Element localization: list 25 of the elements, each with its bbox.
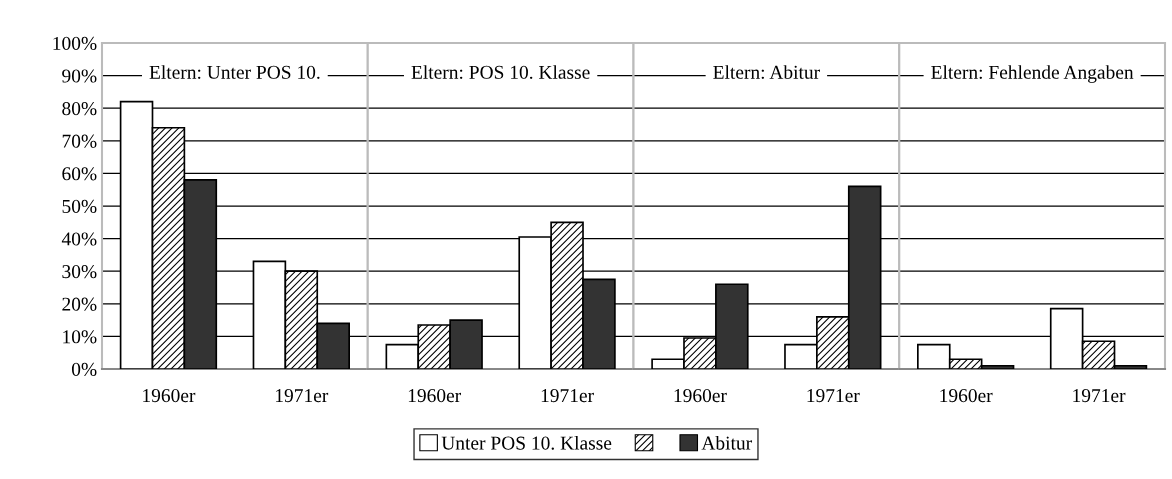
text: Eltern: POS 10. Klasse — [411, 65, 590, 79]
text: Eltern: Abitur — [713, 65, 820, 79]
x-tick-label: 1960er — [143, 389, 196, 403]
x-tick-label: 1960er — [674, 389, 727, 403]
y-tick-label: 0% — [71, 362, 97, 376]
legend-label: Abitur — [701, 435, 752, 450]
x-tick-label: 1960er — [940, 389, 993, 403]
y-tick-label: 100% — [53, 36, 97, 50]
y-tick-label: 80% — [62, 102, 97, 116]
x-tick-label: 1960er — [408, 389, 462, 403]
x-tick-label: 1971er — [807, 389, 860, 403]
y-tick-label: 30% — [62, 265, 97, 279]
y-tick-label: 50% — [62, 199, 97, 213]
y-tick-label: 60% — [62, 167, 97, 181]
legend-label: Unter POS 10. Klasse — [441, 435, 612, 450]
x-tick-label: 1971er — [1073, 389, 1126, 403]
x-tick-label: 1971er — [276, 389, 329, 403]
text: Eltern: Unter POS 10. — [149, 65, 320, 79]
x-tick-label: 1971er — [541, 389, 594, 403]
y-tick-label: 70% — [62, 134, 97, 148]
y-tick-label: 40% — [61, 232, 97, 246]
y-tick-label: 10% — [63, 330, 97, 344]
y-tick-label: 20% — [62, 297, 97, 311]
y-tick-label: 90% — [62, 69, 97, 83]
text: Eltern: Fehlende Angaben — [931, 65, 1134, 83]
